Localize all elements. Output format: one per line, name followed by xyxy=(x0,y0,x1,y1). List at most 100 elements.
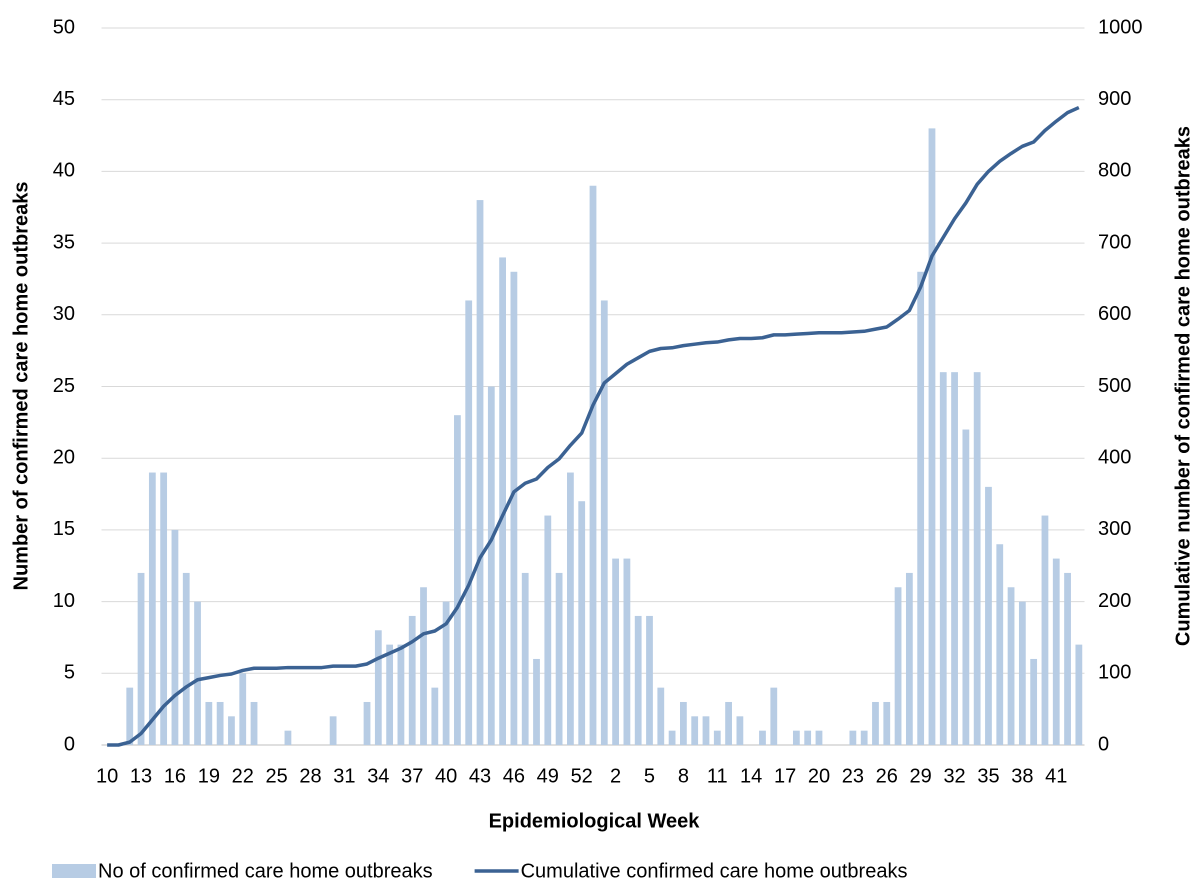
x-tick-label: 41 xyxy=(1045,765,1067,787)
bar xyxy=(533,658,540,745)
y-tick-label: 0 xyxy=(64,733,75,755)
legend-swatch xyxy=(52,864,96,878)
y-axis-title: Number of confirmed care home outbreaks xyxy=(10,182,32,591)
x-tick-label: 22 xyxy=(232,765,254,787)
y-tick-label: 25 xyxy=(53,375,75,397)
bar xyxy=(465,300,473,745)
bar xyxy=(329,716,337,745)
y-tick-label: 30 xyxy=(53,303,75,325)
bar xyxy=(1030,658,1038,745)
bar xyxy=(1064,572,1071,745)
x-tick-label: 13 xyxy=(130,765,152,787)
y2-tick-label: 800 xyxy=(1098,160,1131,182)
bar xyxy=(623,558,631,745)
bar xyxy=(216,701,224,745)
bar xyxy=(657,687,665,745)
y-tick-label: 5 xyxy=(64,662,75,684)
x-tick-label: 17 xyxy=(774,765,796,787)
x-tick-label: 25 xyxy=(266,765,288,787)
y2-tick-label: 100 xyxy=(1098,662,1131,684)
bar xyxy=(1052,558,1060,745)
bar xyxy=(600,300,608,745)
bar xyxy=(736,716,744,745)
bar xyxy=(702,716,710,745)
x-tick-label: 32 xyxy=(943,765,965,787)
x-tick-label: 16 xyxy=(164,765,186,787)
y2-tick-label: 0 xyxy=(1098,733,1109,755)
bar xyxy=(250,701,258,745)
y2-tick-label: 200 xyxy=(1098,590,1131,612)
bar xyxy=(284,730,292,745)
bar xyxy=(725,701,732,745)
x-tick-label: 31 xyxy=(333,765,355,787)
bar xyxy=(1018,601,1026,745)
bar xyxy=(691,716,699,745)
bar xyxy=(668,730,676,745)
bar xyxy=(849,730,857,745)
x-tick-label: 8 xyxy=(678,765,689,787)
y-tick-label: 45 xyxy=(53,88,75,110)
bar xyxy=(182,572,190,745)
bar xyxy=(442,601,450,745)
bar xyxy=(137,572,145,745)
bar xyxy=(239,673,247,745)
bar xyxy=(770,687,778,745)
bar xyxy=(555,572,563,745)
y2-tick-label: 400 xyxy=(1098,446,1131,468)
x-tick-label: 49 xyxy=(537,765,559,787)
bar xyxy=(420,587,427,745)
y-tick-label: 40 xyxy=(53,160,75,182)
bar xyxy=(397,644,405,745)
bar xyxy=(996,544,1004,745)
bar xyxy=(386,644,394,745)
bar xyxy=(928,128,936,745)
bar xyxy=(374,630,382,745)
bar xyxy=(363,701,371,745)
x-tick-label: 52 xyxy=(571,765,593,787)
bar xyxy=(646,615,653,745)
x-tick-label: 19 xyxy=(198,765,220,787)
y-tick-label: 20 xyxy=(53,446,75,468)
x-tick-label: 26 xyxy=(876,765,898,787)
bar xyxy=(126,687,134,745)
x-tick-label: 40 xyxy=(435,765,457,787)
bar xyxy=(612,558,619,745)
y2-tick-label: 300 xyxy=(1098,518,1131,540)
bar xyxy=(408,615,416,745)
bar xyxy=(860,730,868,745)
x-tick-label: 37 xyxy=(401,765,423,787)
bar xyxy=(431,687,439,745)
x-tick-label: 23 xyxy=(842,765,864,787)
bar xyxy=(792,730,800,745)
bar xyxy=(510,271,518,745)
x-tick-label: 28 xyxy=(299,765,321,787)
x-axis-title: Epidemiological Week xyxy=(489,810,701,832)
x-tick-label: 14 xyxy=(740,765,762,787)
legend-label: Cumulative confirmed care home outbreaks xyxy=(521,860,908,882)
bar xyxy=(759,730,766,745)
bar xyxy=(951,372,958,745)
y-tick-label: 15 xyxy=(53,518,75,540)
bar xyxy=(985,486,992,745)
bar xyxy=(894,587,902,745)
x-tick-label: 10 xyxy=(96,765,118,787)
y-tick-label: 10 xyxy=(53,590,75,612)
y2-tick-label: 600 xyxy=(1098,303,1131,325)
y2-tick-label: 500 xyxy=(1098,375,1131,397)
bar xyxy=(1075,644,1083,745)
bar xyxy=(476,200,484,745)
bar xyxy=(634,615,642,745)
bar xyxy=(487,386,495,745)
x-tick-label: 5 xyxy=(644,765,655,787)
bar xyxy=(454,415,461,745)
x-tick-label: 34 xyxy=(367,765,389,787)
y-tick-label: 50 xyxy=(53,16,75,38)
bar xyxy=(680,701,687,745)
bar xyxy=(148,472,156,745)
bar xyxy=(499,257,506,745)
bar xyxy=(205,701,213,745)
bar xyxy=(815,730,823,745)
bar xyxy=(962,429,970,745)
y2-tick-label: 900 xyxy=(1098,88,1131,110)
